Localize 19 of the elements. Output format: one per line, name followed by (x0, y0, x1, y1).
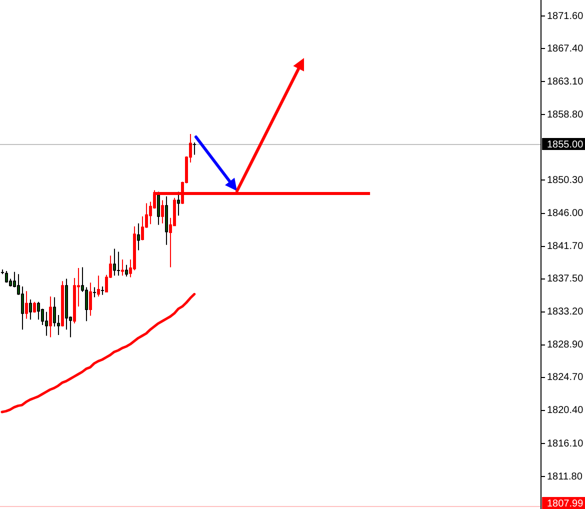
y-tick-label: 1863.10 (547, 76, 584, 88)
candlestick (116, 251, 120, 276)
y-tick-label: 1833.20 (547, 306, 584, 318)
y-tick-label: 1820.40 (547, 405, 584, 416)
y-tick-label: 1867.40 (547, 43, 584, 54)
ref-line-label: 1807.99 (547, 498, 584, 509)
y-tick-label: 1824.70 (547, 372, 584, 384)
ref-line-label: 1855.00 (547, 139, 584, 150)
candlestick (192, 142, 196, 156)
y-tick-label: 1846.00 (547, 208, 584, 220)
candlestick (92, 286, 96, 298)
y-tick-label: 1828.90 (547, 340, 584, 351)
y-tick-label: 1837.50 (547, 274, 584, 285)
y-tick-label: 1850.30 (547, 174, 584, 186)
y-tick-label: 1858.80 (547, 109, 584, 120)
y-tick-label: 1811.80 (547, 471, 583, 482)
y-tick-label: 1871.60 (547, 10, 584, 22)
y-tick-label: 1816.10 (547, 438, 584, 450)
y-tick-label: 1841.70 (547, 241, 584, 252)
